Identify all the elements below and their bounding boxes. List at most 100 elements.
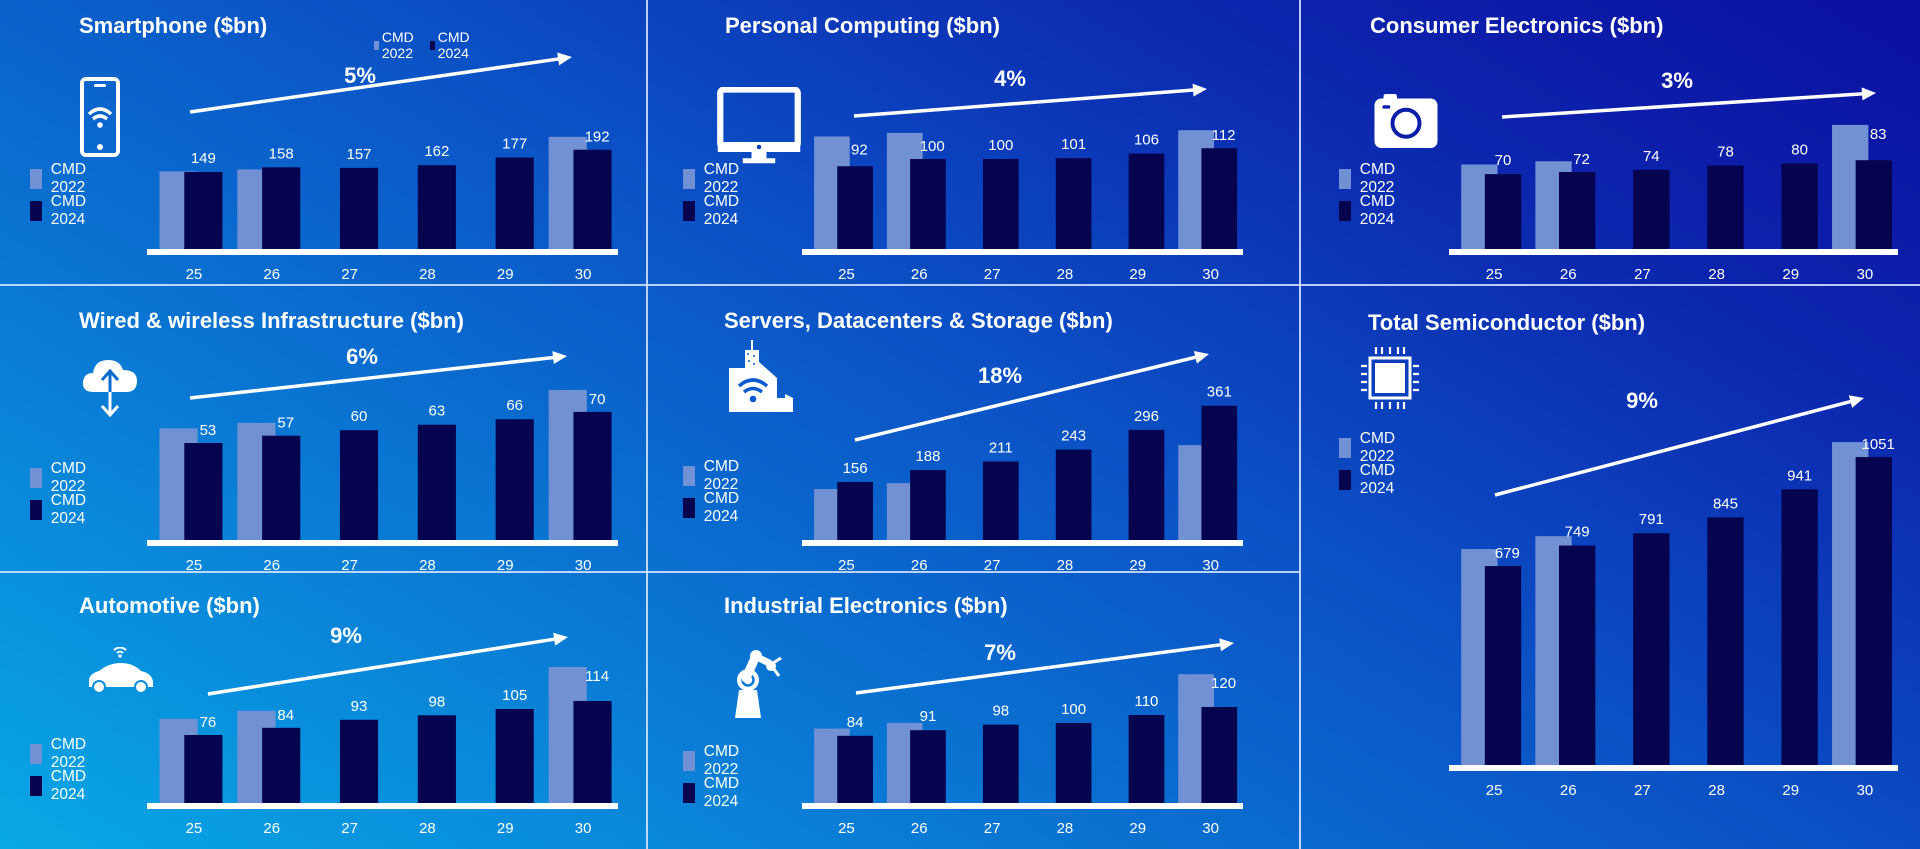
x-tick-label: 26 <box>1560 782 1577 799</box>
bar-cmd2022-30 <box>1178 130 1214 249</box>
legend-label: CMD 2024 <box>703 490 740 525</box>
data-label: 78 <box>1717 144 1734 161</box>
bar-cmd2022-30 <box>1832 442 1869 765</box>
legend-item-cmd2022: CMD 2022 <box>30 460 94 495</box>
chart-title: Industrial Electronics ($bn) <box>724 593 1008 618</box>
legend-item-cmd2022: CMD 2022 <box>30 736 94 771</box>
top-legend-label: CMD 2024 <box>437 29 470 61</box>
x-tick-label: 27 <box>984 820 1001 837</box>
cagr-arrow-line <box>854 354 1200 442</box>
legend-swatch-cmd2024 <box>683 783 695 803</box>
bar-cmd2024-29 <box>1128 715 1165 803</box>
legend-item-cmd2024: CMD 2024 <box>30 768 94 803</box>
cagr-arrow-head-icon <box>552 351 567 365</box>
data-label: 84 <box>277 707 294 724</box>
cagr-arrow-line <box>855 642 1225 695</box>
data-label: 114 <box>585 668 609 685</box>
data-label: 100 <box>988 137 1013 154</box>
cagr-arrow-head-icon <box>1192 83 1207 97</box>
legend-item-cmd2024: CMD 2024 <box>683 490 747 525</box>
data-label: 296 <box>1134 408 1159 425</box>
chip-icon <box>1360 346 1420 410</box>
bar-cmd2024-29 <box>1128 429 1165 540</box>
data-label: 941 <box>1787 467 1812 484</box>
x-axis-line <box>1449 249 1898 255</box>
x-axis-line <box>1449 765 1898 771</box>
bar-cmd2024-27 <box>982 724 1019 803</box>
legend-swatch-cmd2022 <box>683 169 695 189</box>
x-tick-label: 25 <box>838 820 855 837</box>
legend: CMD 2022 CMD 2024 <box>30 736 94 803</box>
x-tick-label: 27 <box>1634 782 1651 799</box>
data-label: 211 <box>989 440 1013 457</box>
legend-swatch-cmd2022 <box>1339 438 1351 458</box>
cagr-arrow-line <box>853 88 1198 118</box>
chart-title: Wired & wireless Infrastructure ($bn) <box>79 308 464 333</box>
legend-item-cmd2024: CMD 2024 <box>683 193 747 228</box>
legend-item-cmd2022: CMD 2022 <box>30 161 94 196</box>
chart-title: Total Semiconductor ($bn) <box>1368 310 1646 335</box>
x-tick-label: 30 <box>1857 266 1874 283</box>
bar-cmd2024-29 <box>1781 163 1818 249</box>
data-label: 679 <box>1495 545 1520 562</box>
legend-item-cmd2022: CMD 2022 <box>683 743 747 778</box>
legend-label: CMD 2022 <box>1359 430 1396 465</box>
bar-cmd2024-25 <box>837 735 873 803</box>
x-tick-label: 26 <box>911 266 928 283</box>
legend-swatch-cmd2024 <box>30 201 42 221</box>
x-axis-line <box>802 249 1243 255</box>
bar-cmd2024-28 <box>1055 449 1092 540</box>
x-tick-label: 28 <box>1708 782 1725 799</box>
monitor-icon <box>716 87 802 167</box>
data-label: 98 <box>429 693 446 710</box>
bar-cmd2024-25 <box>184 171 223 249</box>
bar-cmd2022-25 <box>1461 549 1498 765</box>
bar-cmd2022-26 <box>237 710 276 803</box>
bar-cmd2024-27 <box>1633 169 1670 249</box>
bar-cmd2024-27 <box>1633 533 1670 765</box>
bar-cmd2022-26 <box>886 483 923 540</box>
bar-cmd2024-28 <box>1707 165 1744 249</box>
bar-cmd2022-25 <box>159 428 198 540</box>
data-label: 243 <box>1061 428 1086 445</box>
legend-label: CMD 2022 <box>50 460 87 495</box>
legend-label: CMD 2022 <box>50 161 87 196</box>
chart-title: Consumer Electronics ($bn) <box>1370 13 1664 38</box>
legend-swatch-cmd2022 <box>30 468 42 488</box>
bar-cmd2024-25 <box>1484 174 1522 249</box>
data-label: 188 <box>915 448 940 465</box>
data-label: 157 <box>347 146 372 163</box>
cagr-arrow-head-icon <box>553 632 568 646</box>
data-label: 106 <box>1134 132 1159 149</box>
bar-cmd2022-25 <box>159 718 198 803</box>
legend-swatch-cmd2024 <box>1339 470 1351 490</box>
legend-swatch-cmd2022 <box>683 466 695 486</box>
chart-title: Personal Computing ($bn) <box>725 13 1000 38</box>
data-label: 791 <box>1639 511 1664 528</box>
legend-swatch-cmd2024 <box>30 500 42 520</box>
x-tick-label: 27 <box>984 266 1001 283</box>
bar-cmd2024-30 <box>1201 707 1238 803</box>
data-label: 80 <box>1791 141 1808 158</box>
x-tick-label: 25 <box>186 820 203 837</box>
x-axis-line <box>802 803 1243 809</box>
data-label: 101 <box>1061 136 1086 153</box>
x-tick-label: 29 <box>1782 782 1799 799</box>
cagr-label: 9% <box>1626 388 1658 413</box>
data-label: 162 <box>424 143 449 160</box>
legend-item-cmd2024: CMD 2024 <box>30 492 94 527</box>
data-label: 70 <box>1495 152 1512 169</box>
data-label: 63 <box>429 403 446 420</box>
x-tick-label: 26 <box>911 820 928 837</box>
data-label: 156 <box>843 460 868 477</box>
bar-cmd2024-26 <box>910 159 946 249</box>
datacenter-building-icon <box>727 340 795 412</box>
bar-cmd2024-30 <box>573 700 612 803</box>
x-tick-label: 30 <box>1857 782 1874 799</box>
legend-label: CMD 2022 <box>50 736 87 771</box>
data-label: 98 <box>992 703 1009 720</box>
bar-cmd2022-26 <box>237 169 276 249</box>
x-tick-label: 29 <box>497 266 514 283</box>
